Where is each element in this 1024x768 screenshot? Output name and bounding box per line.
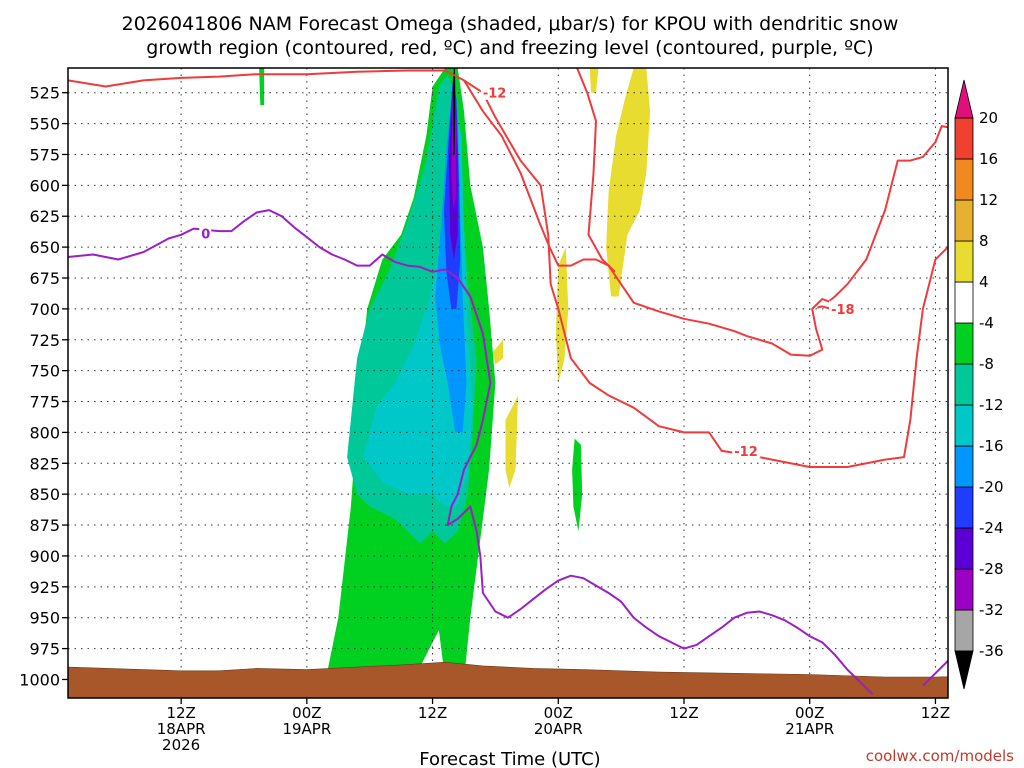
y-tick-label-700: 700	[29, 300, 60, 319]
y-tick-label-725: 725	[29, 331, 60, 350]
colorbar-box-8	[954, 281, 974, 324]
colorbar-label-3: -24	[979, 519, 1004, 537]
y-tick-label-675: 675	[29, 269, 60, 288]
x-tick-label-10-1: 19APR	[282, 720, 331, 738]
colorbar-box-4	[954, 445, 974, 488]
dgz-contour-label-0: -12	[483, 87, 507, 102]
omega-region-10	[606, 68, 651, 297]
colorbar-label-1: -32	[979, 601, 1004, 619]
colorbar-label-12: 16	[979, 150, 998, 168]
colorbar-label-6: -12	[979, 396, 1004, 414]
colorbar-box-0	[954, 609, 974, 652]
y-axis: 525 550 575 600 625 650 675 700 725 750 775 800 825 8…	[19, 84, 68, 689]
dgz-contour-line-1	[463, 79, 948, 357]
x-tick-label-10-0: 00Z	[292, 704, 321, 722]
contours: -12 -12 -18 0	[68, 68, 948, 696]
terrain	[68, 661, 948, 698]
grid-lines	[68, 68, 948, 698]
colorbar-label-0: -36	[979, 642, 1004, 660]
colorbar-label-5: -16	[979, 437, 1004, 455]
colorbar-over-arrow	[954, 79, 974, 119]
y-tick-label-925: 925	[29, 578, 60, 597]
colorbar-box-2	[954, 527, 974, 570]
y-tick-label-775: 775	[29, 393, 60, 412]
colorbar-box-6	[954, 363, 974, 406]
y-tick-label-575: 575	[29, 145, 60, 164]
y-tick-label-850: 850	[29, 485, 60, 504]
y-tick-label-975: 975	[29, 640, 60, 659]
freezing-contour-line-0	[68, 209, 874, 696]
dgz-contour-label-bg-0	[480, 84, 509, 100]
x-tick-label-30-1: 20APR	[534, 720, 583, 738]
colorbar-label-13: 20	[979, 109, 998, 127]
colorbar-under-arrow	[954, 650, 974, 690]
dgz-contour-label-1: -12	[734, 445, 758, 460]
dgz-contour-label-bg-1	[732, 442, 761, 458]
y-tick-label-825: 825	[29, 454, 60, 473]
x-axis-label: Forecast Time (UTC)	[419, 749, 600, 768]
y-tick-label-875: 875	[29, 516, 60, 535]
omega-region-11	[589, 68, 599, 93]
colorbar-box-11	[954, 158, 974, 201]
chart-title-line-2: growth region (contoured, red, ºC) and f…	[146, 37, 873, 59]
dgz-contour-line-0	[68, 69, 948, 468]
colorbar-box-7	[954, 322, 974, 365]
y-tick-label-600: 600	[29, 176, 60, 195]
colorbar-box-1	[954, 568, 974, 611]
omega-region-13	[492, 339, 503, 365]
colorbar-box-3	[954, 486, 974, 529]
omega-region-8	[259, 68, 265, 106]
y-tick-label-800: 800	[29, 423, 60, 442]
y-tick-label-625: 625	[29, 207, 60, 226]
freezing-contour-line-1	[922, 659, 948, 687]
colorbar-box-5	[954, 404, 974, 447]
y-tick-label-650: 650	[29, 238, 60, 257]
x-tick-label-40-0: 12Z	[669, 704, 698, 722]
colorbar-label-7: -8	[979, 355, 994, 373]
dgz-contour-line-2	[817, 305, 832, 310]
x-tick-label-0-2: 2026	[162, 736, 200, 754]
y-tick-label-750: 750	[29, 362, 60, 381]
x-tick-label-60-0: 12Z	[921, 704, 950, 722]
terrain-fill	[68, 661, 948, 698]
dgz-contour-label-bg-2	[829, 300, 858, 316]
colorbar-box-10	[954, 199, 974, 242]
colorbar: -36 -32 -28 -24 -20 -16 -12 -8 -4 4 8 12 16 20	[954, 79, 1004, 690]
x-tick-label-20-0: 12Z	[418, 704, 447, 722]
omega-shading	[259, 68, 651, 680]
y-tick-label-550: 550	[29, 115, 60, 134]
colorbar-label-8: -4	[979, 314, 994, 332]
colorbar-label-4: -20	[979, 478, 1004, 496]
freezing-contour-label-bg-0	[199, 225, 212, 241]
freezing-contour-label-0: 0	[201, 228, 210, 243]
colorbar-label-11: 12	[979, 191, 998, 209]
dgz-contour-label-2: -18	[831, 303, 855, 318]
omega-region-7	[452, 68, 456, 155]
chart-title-line-1: 2026041806 NAM Forecast Omega (shaded, μ…	[122, 13, 899, 35]
colorbar-label-10: 8	[979, 232, 989, 250]
omega-region-12	[555, 247, 569, 383]
colorbar-label-2: -28	[979, 560, 1004, 578]
omega-region-14	[505, 395, 519, 488]
dgz-contour-line-3	[576, 68, 616, 273]
y-tick-label-900: 900	[29, 547, 60, 566]
y-tick-label-1000: 1000	[19, 670, 60, 689]
y-tick-label-525: 525	[29, 84, 60, 103]
omega-region-9	[572, 438, 583, 532]
x-tick-label-0-1: 18APR	[157, 720, 206, 738]
colorbar-label-9: 4	[979, 273, 989, 291]
plot-frame	[67, 67, 949, 699]
colorbar-box-12	[954, 117, 974, 160]
colorbar-box-9	[954, 240, 974, 283]
x-tick-label-50-1: 21APR	[785, 720, 834, 738]
x-tick-label-30-0: 00Z	[544, 704, 573, 722]
plot-area: -12 -12 -18 0	[68, 68, 948, 698]
y-tick-label-950: 950	[29, 609, 60, 628]
credit-text: coolwx.com/models	[866, 747, 1014, 765]
x-tick-label-50-0: 00Z	[795, 704, 824, 722]
x-tick-label-0-0: 12Z	[166, 704, 195, 722]
